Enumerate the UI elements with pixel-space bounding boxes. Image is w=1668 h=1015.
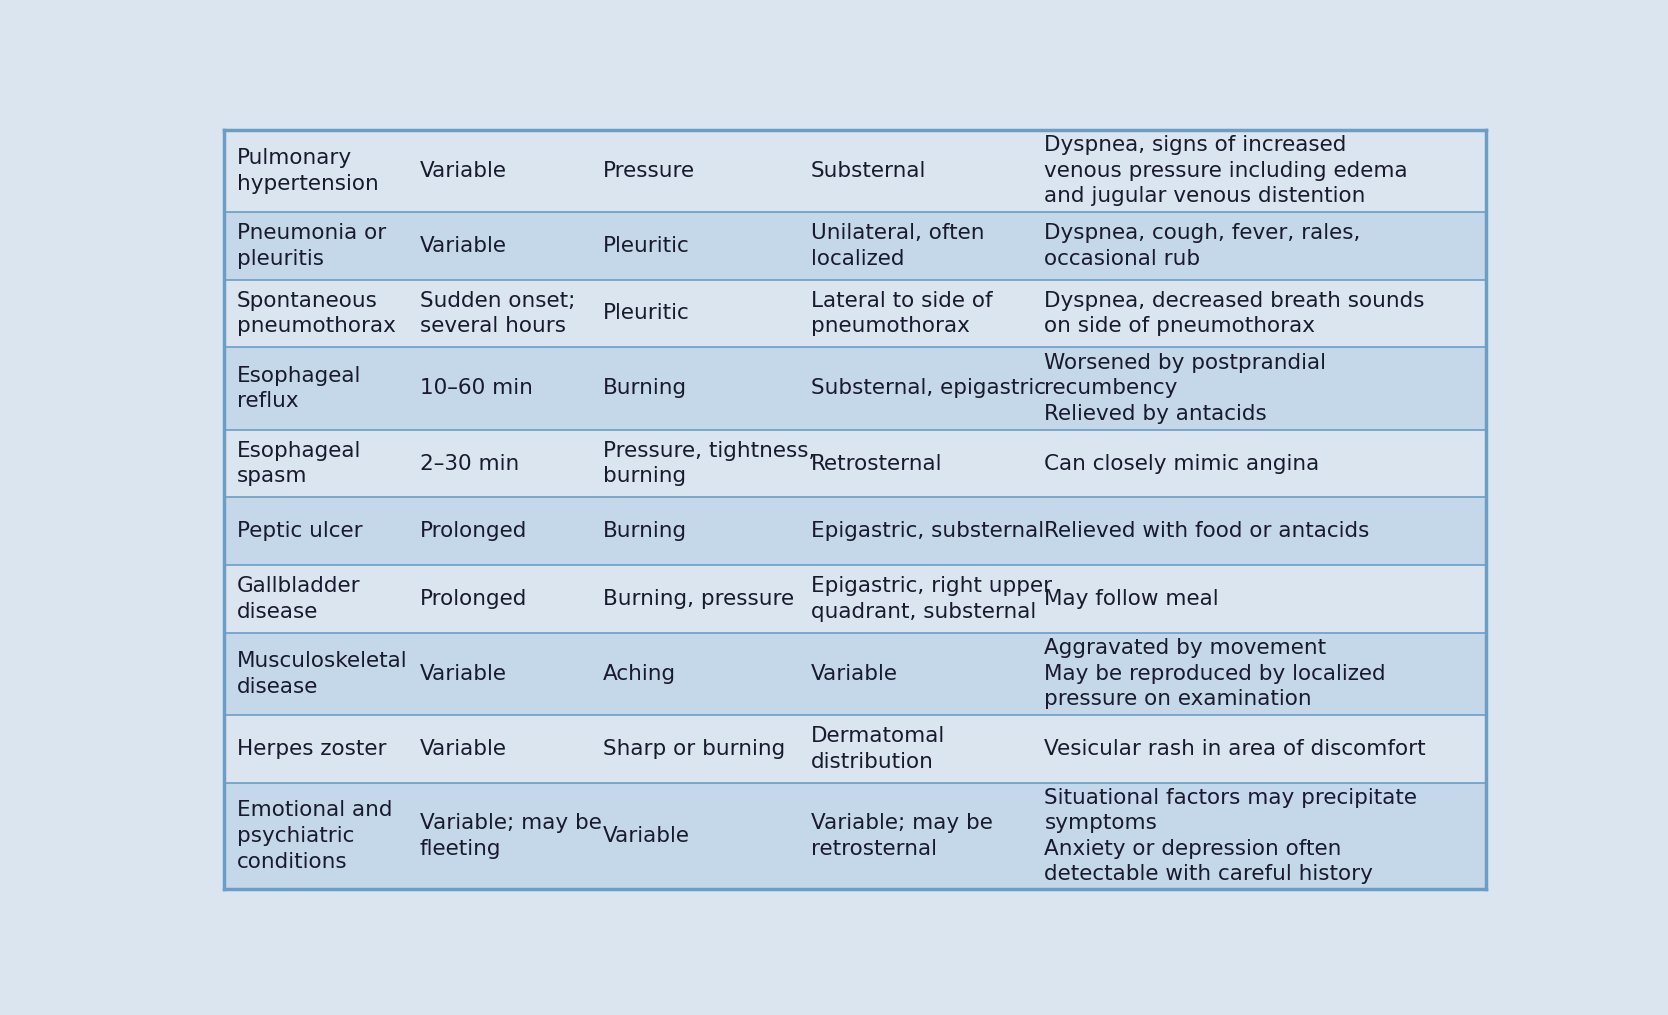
Text: Sharp or burning: Sharp or burning — [602, 739, 786, 759]
Bar — [224, 565, 1486, 632]
Text: Epigastric, right upper
quadrant, substernal: Epigastric, right upper quadrant, subste… — [811, 576, 1053, 621]
Text: Pneumonia or
pleuritis: Pneumonia or pleuritis — [237, 223, 387, 269]
Text: Vesicular rash in area of discomfort: Vesicular rash in area of discomfort — [1044, 739, 1426, 759]
Text: Pleuritic: Pleuritic — [602, 235, 689, 256]
Text: Epigastric, substernal: Epigastric, substernal — [811, 521, 1044, 541]
Text: Pressure, tightness,
burning: Pressure, tightness, burning — [602, 441, 816, 486]
Text: Peptic ulcer: Peptic ulcer — [237, 521, 362, 541]
Bar — [224, 632, 1486, 715]
Text: Dyspnea, cough, fever, rales,
occasional rub: Dyspnea, cough, fever, rales, occasional… — [1044, 223, 1361, 269]
Text: Burning: Burning — [602, 521, 687, 541]
Text: Esophageal
reflux: Esophageal reflux — [237, 365, 362, 411]
Text: Situational factors may precipitate
symptoms
Anxiety or depression often
detecta: Situational factors may precipitate symp… — [1044, 788, 1418, 884]
Text: Herpes zoster: Herpes zoster — [237, 739, 387, 759]
Text: Lateral to side of
pneumothorax: Lateral to side of pneumothorax — [811, 290, 992, 336]
Text: Emotional and
psychiatric
conditions: Emotional and psychiatric conditions — [237, 801, 392, 872]
Text: Gallbladder
disease: Gallbladder disease — [237, 576, 360, 621]
Text: Dyspnea, decreased breath sounds
on side of pneumothorax: Dyspnea, decreased breath sounds on side… — [1044, 290, 1424, 336]
Bar — [224, 280, 1486, 347]
Text: 2–30 min: 2–30 min — [420, 454, 519, 474]
Text: Burning: Burning — [602, 379, 687, 399]
Text: Pleuritic: Pleuritic — [602, 303, 689, 324]
Text: Aggravated by movement
May be reproduced by localized
pressure on examination: Aggravated by movement May be reproduced… — [1044, 638, 1386, 709]
Text: Dyspnea, signs of increased
venous pressure including edema
and jugular venous d: Dyspnea, signs of increased venous press… — [1044, 135, 1408, 206]
Text: Aching: Aching — [602, 664, 676, 684]
Text: Pressure: Pressure — [602, 160, 696, 181]
Text: Prolonged: Prolonged — [420, 521, 527, 541]
Bar — [224, 783, 1486, 889]
Text: Variable: Variable — [420, 739, 507, 759]
Text: Musculoskeletal
disease: Musculoskeletal disease — [237, 651, 407, 696]
Text: 10–60 min: 10–60 min — [420, 379, 532, 399]
Text: Sudden onset;
several hours: Sudden onset; several hours — [420, 290, 575, 336]
Text: Esophageal
spasm: Esophageal spasm — [237, 441, 362, 486]
Text: Retrosternal: Retrosternal — [811, 454, 942, 474]
Text: May follow meal: May follow meal — [1044, 589, 1219, 609]
Text: Pulmonary
hypertension: Pulmonary hypertension — [237, 148, 379, 194]
Text: Variable: Variable — [420, 235, 507, 256]
Text: Relieved with food or antacids: Relieved with food or antacids — [1044, 521, 1369, 541]
Text: Variable; may be
fleeting: Variable; may be fleeting — [420, 813, 602, 859]
Text: Burning, pressure: Burning, pressure — [602, 589, 794, 609]
Text: Variable: Variable — [420, 160, 507, 181]
Text: Spontaneous
pneumothorax: Spontaneous pneumothorax — [237, 290, 395, 336]
Text: Variable; may be
retrosternal: Variable; may be retrosternal — [811, 813, 992, 859]
Text: Substernal, epigastric: Substernal, epigastric — [811, 379, 1046, 399]
Text: Can closely mimic angina: Can closely mimic angina — [1044, 454, 1319, 474]
Bar — [224, 347, 1486, 429]
Text: Substernal: Substernal — [811, 160, 926, 181]
Text: Worsened by postprandial
recumbency
Relieved by antacids: Worsened by postprandial recumbency Reli… — [1044, 353, 1326, 424]
Text: Variable: Variable — [602, 826, 691, 845]
Text: Variable: Variable — [811, 664, 897, 684]
Text: Dermatomal
distribution: Dermatomal distribution — [811, 726, 946, 771]
Text: Variable: Variable — [420, 664, 507, 684]
Bar — [224, 212, 1486, 280]
Bar — [224, 497, 1486, 565]
Bar — [224, 130, 1486, 212]
Bar — [224, 715, 1486, 783]
Text: Prolonged: Prolonged — [420, 589, 527, 609]
Text: Unilateral, often
localized: Unilateral, often localized — [811, 223, 984, 269]
Bar — [224, 429, 1486, 497]
